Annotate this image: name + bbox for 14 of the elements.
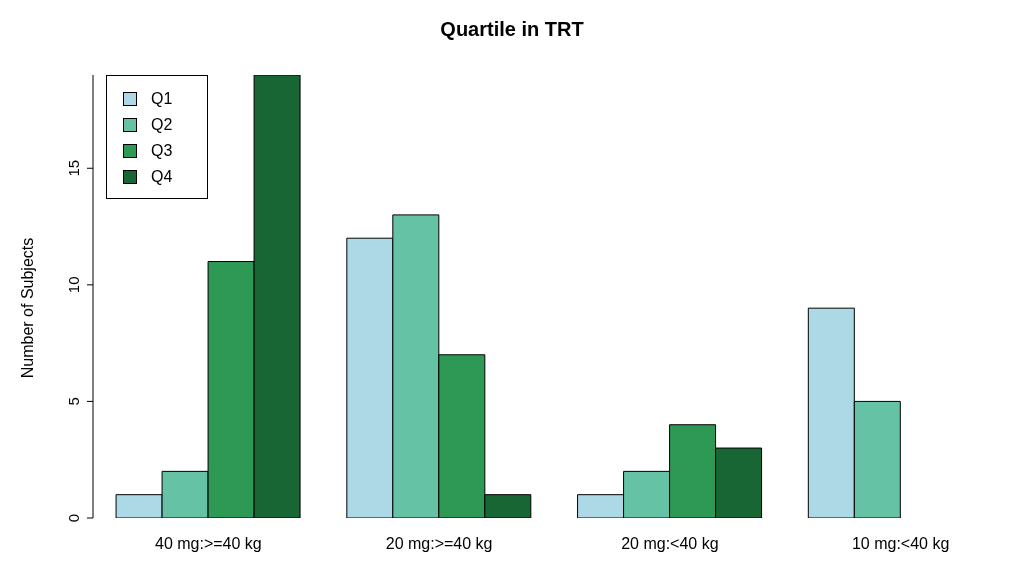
x-tick-label: 20 mg:<40 kg — [621, 535, 719, 553]
x-tick-label: 40 mg:>=40 kg — [155, 535, 262, 553]
legend-label: Q4 — [151, 168, 173, 186]
legend-label: Q3 — [151, 142, 173, 160]
y-axis-title: Number of Subjects — [19, 237, 37, 379]
y-tick-label: 15 — [65, 159, 82, 177]
y-tick-label: 10 — [65, 276, 82, 294]
legend-label: Q2 — [151, 116, 173, 134]
chart-title: Quartile in TRT — [439, 18, 585, 41]
x-tick-label: 10 mg:<40 kg — [851, 535, 950, 553]
legend-label: Q1 — [151, 90, 173, 108]
y-tick-label: 5 — [65, 397, 82, 406]
x-tick-label: 20 mg:>=40 kg — [385, 535, 493, 553]
y-tick-label: 0 — [65, 513, 82, 523]
